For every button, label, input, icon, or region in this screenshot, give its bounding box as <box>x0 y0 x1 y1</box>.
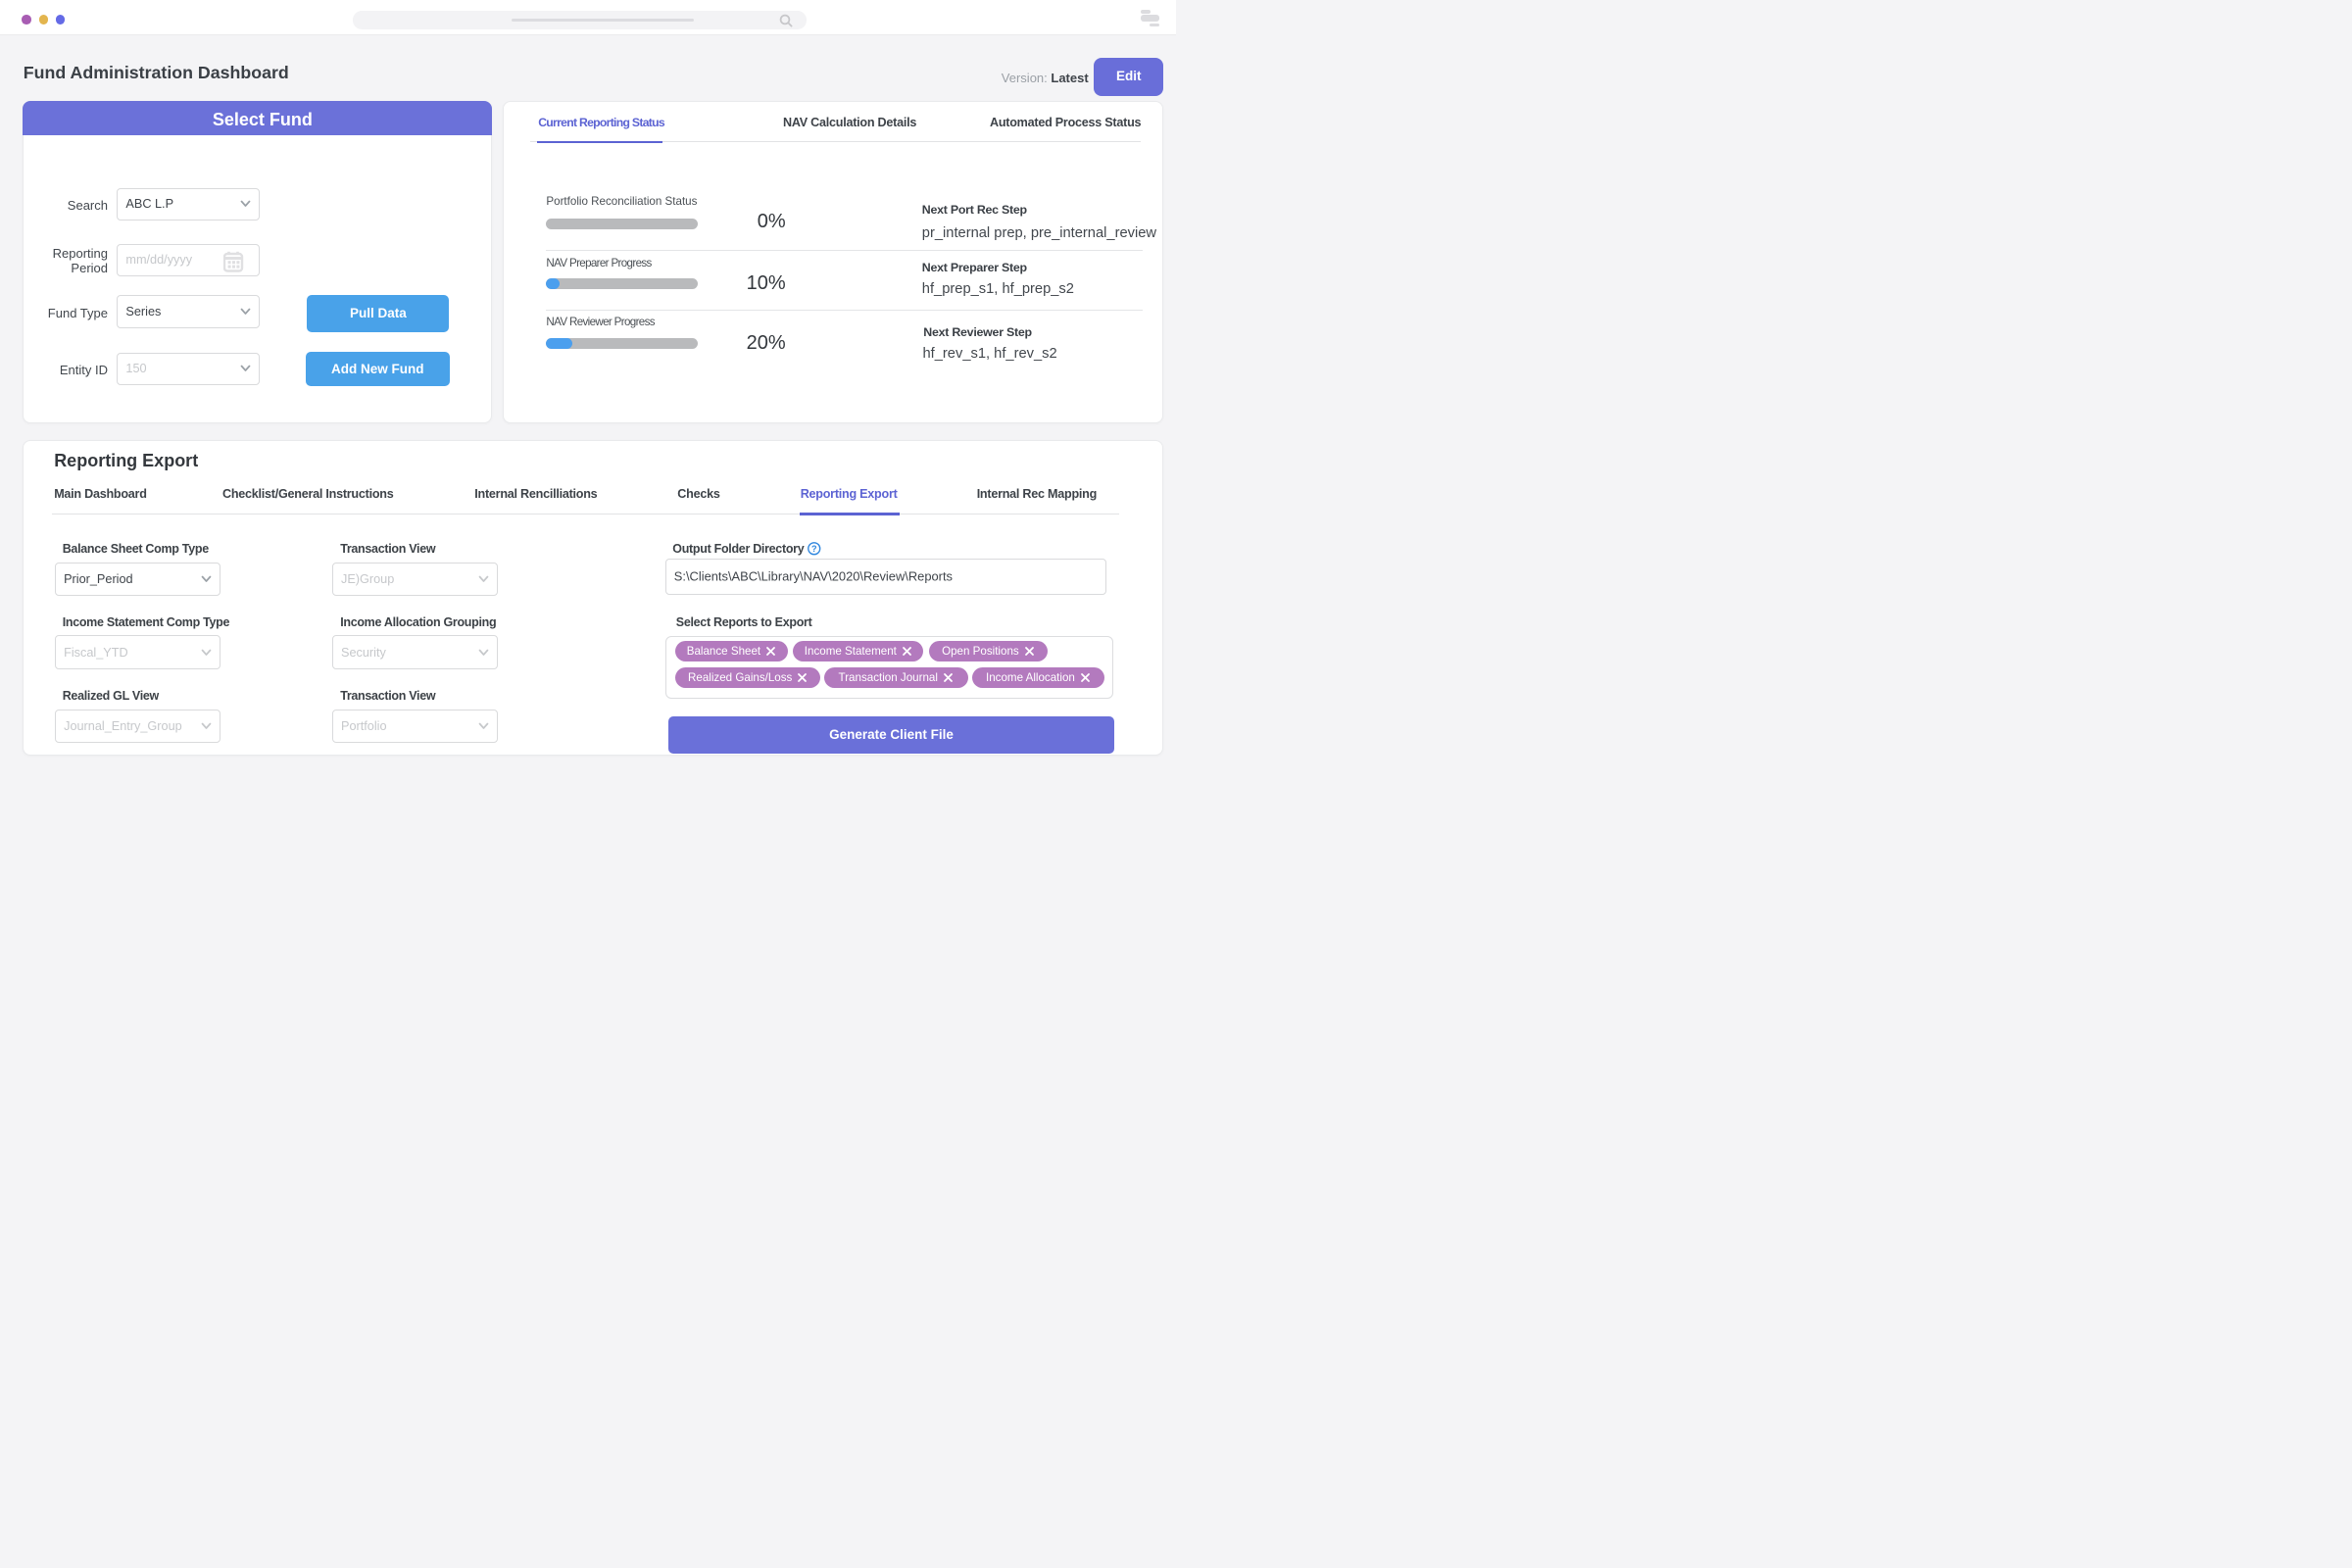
svg-text:?: ? <box>811 544 817 554</box>
